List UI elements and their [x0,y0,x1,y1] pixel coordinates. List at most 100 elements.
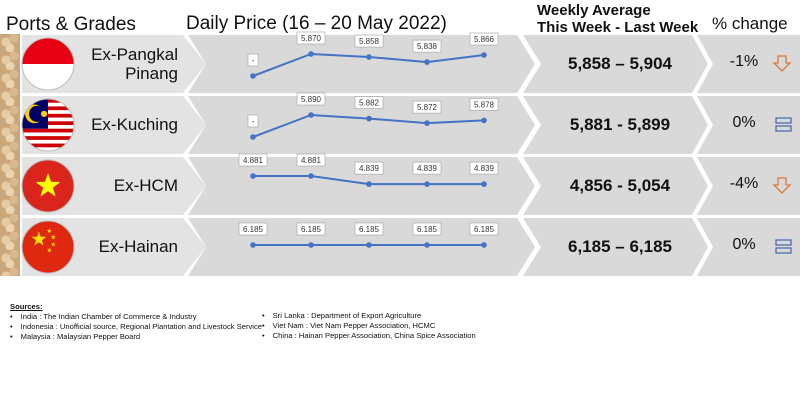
data-label-box [469,32,499,46]
arrow-down-icon [772,55,792,72]
data-label-box [469,161,499,175]
data-point [308,173,314,179]
data-label-box [469,222,499,236]
data-point [308,242,314,248]
data-label: 6.185 [243,225,264,234]
weekly-band [523,218,708,276]
data-label: 4.881 [243,156,264,165]
data-point [366,242,372,248]
weekly-range: 5,881 - 5,899 [569,115,671,134]
source-item: Indonesia : Unofficial source, Regional … [10,322,262,332]
data-label: 5.866 [474,35,495,44]
weekly-band [523,157,708,215]
port-label-line: Pinang [125,64,178,83]
data-label: 6.185 [301,225,322,234]
port-label-line: Ex-Pangkal [91,45,178,64]
data-label: - [252,117,255,126]
chart-band [188,218,535,276]
data-point [250,242,256,248]
source-item: China : Hainan Pepper Association, China… [262,331,476,341]
data-label: 6.185 [417,225,438,234]
data-label-box [469,98,499,111]
data-point [366,115,372,122]
sources-title: Sources: [10,302,43,311]
port-label: Ex-Pangkal Pinang [18,45,178,83]
row-ex-hcm: 4.881 4.881 4.839 4.839 4.839 [21,153,800,215]
pct-band [697,218,800,276]
sources-column-2: Sri Lanka : Department of Export Agricul… [262,311,476,341]
data-label: - [252,56,255,65]
row-ex-hainan: 6.185 6.185 6.185 6.185 6.185 [21,218,800,276]
data-label: 5.872 [417,103,438,112]
sources-column-1: Sources: India : The Indian Chamber of C… [10,302,262,342]
data-point [481,181,487,187]
chart-band [188,96,535,154]
port-label: Ex-HCM [113,176,178,195]
data-point [424,59,430,65]
data-label-box [412,100,442,114]
data-label-box [247,114,259,128]
source-item: Sri Lanka : Department of Export Agricul… [262,311,476,321]
data-label-box [238,222,268,236]
header-weekly-line2: This Week - Last Week [537,19,699,36]
data-point [424,120,430,126]
data-point [250,73,256,79]
pct-change: 0% [732,114,756,131]
weekly-range: 6,185 – 6,185 [568,237,672,256]
data-label: 5.882 [359,99,380,108]
data-point [366,54,372,60]
data-point [481,117,487,124]
data-label-box [354,222,384,236]
data-label-box [412,222,442,236]
data-point [308,112,314,118]
row-ex-pangkal-pinang: - 5.870 5.858 5.838 5.866 [21,31,800,93]
chart-band [188,35,535,93]
port-label: Ex-Hainan [98,237,178,256]
data-point [424,242,430,248]
data-label-box [247,53,259,67]
data-label: 5.878 [474,100,495,109]
data-label-box [354,34,384,48]
pct-band [697,157,800,215]
source-item: Malaysia : Malaysian Pepper Board [10,332,262,342]
header-weekly-line1: Weekly Average [537,2,651,19]
chart-band [188,157,535,215]
equal-flat-icon [775,117,792,132]
pct-band [697,35,800,93]
data-label: 4.881 [301,156,322,165]
data-label-box [412,39,442,53]
pct-change: -1% [729,53,759,70]
data-point [481,242,487,248]
rows-graphic: - 5.870 5.858 5.838 5.866 - 5.890 5.882 5.872 5.8… [21,31,800,276]
data-label-box [296,31,326,45]
data-label-box [296,153,326,167]
data-point [366,181,372,187]
data-point [308,51,314,57]
pct-band [697,96,800,154]
weekly-band [523,96,708,154]
data-label-box [354,161,384,175]
arrow-down-icon [772,177,792,194]
data-label: 5.870 [301,34,322,43]
data-label: 6.185 [474,225,495,234]
pct-change: 0% [732,236,756,253]
pct-change: -4% [729,175,759,192]
data-label-box [238,153,268,167]
data-point [424,181,430,187]
data-point [481,52,487,58]
data-label: 4.839 [359,164,380,173]
equal-flat-icon [775,239,792,254]
data-label-box [296,222,326,236]
data-label-box [354,96,384,109]
header-pct-change: % change [712,14,788,33]
header-ports-grades: Ports & Grades [6,14,136,35]
source-item: India : The Indian Chamber of Commerce &… [10,312,262,322]
data-point [250,134,256,140]
weekly-range: 4,856 - 5,054 [569,176,671,195]
data-label-box [296,92,326,106]
data-label-box [412,161,442,175]
header-daily-price: Daily Price (16 – 20 May 2022) [186,13,447,34]
weekly-range: 5,858 – 5,904 [568,54,672,73]
data-label: 5.890 [301,95,322,104]
port-label: Ex-Kuching [91,115,178,134]
